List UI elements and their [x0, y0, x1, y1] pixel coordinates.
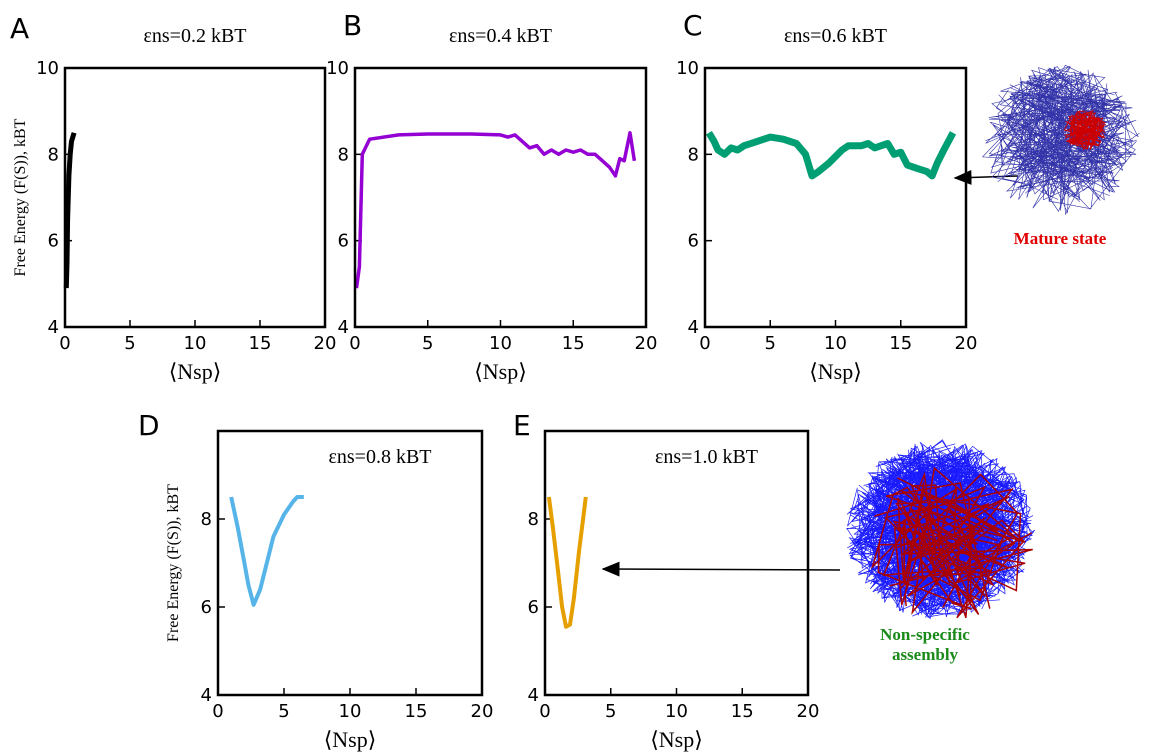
molecule-strand [981, 64, 1140, 216]
panel-label: E [513, 409, 531, 442]
x-axis-label: ⟨Nsp⟩ [650, 727, 703, 752]
molecule-strand [1063, 109, 1107, 151]
line [705, 130, 957, 180]
panel-label: B [343, 9, 362, 42]
x-tick-label: 0 [699, 333, 710, 354]
plot-frame [543, 429, 810, 697]
x-tick-label: 5 [278, 701, 289, 722]
y-tick-label: 6 [48, 231, 59, 252]
x-tick-label: 20 [471, 701, 494, 722]
x-tick-label: 10 [665, 701, 688, 722]
y-axis-label: Free Energy (F(S)), kBT [12, 118, 29, 276]
chart-title: εns=0.2 kBT [143, 25, 246, 47]
y-axis-label: Free Energy (F(S)), kBT [165, 484, 182, 642]
x-tick-label: 0 [212, 701, 223, 722]
y-tick-label: 8 [688, 144, 699, 165]
chart-title: εns=1.0 kBT [655, 446, 758, 468]
molecule-strand [870, 466, 1033, 619]
x-tick-label: 15 [249, 333, 272, 354]
y-tick-label: 8 [48, 144, 59, 165]
y-tick-label: 10 [676, 58, 699, 79]
chart-title: εns=0.8 kBT [328, 446, 431, 468]
y-tick-label: 4 [338, 317, 349, 338]
x-axis-label: ⟨Nsp⟩ [324, 727, 377, 752]
x-tick-label: 20 [314, 333, 337, 354]
x-axis-label: ⟨Nsp⟩ [809, 359, 862, 384]
plot-frame [216, 429, 484, 697]
y-tick-label: 8 [201, 509, 212, 530]
x-tick-label: 20 [797, 701, 820, 722]
x-tick-label: 15 [731, 701, 754, 722]
x-tick-label: 0 [349, 333, 360, 354]
x-tick-label: 10 [184, 333, 207, 354]
panel-label: D [138, 409, 160, 442]
y-tick-label: 8 [528, 509, 539, 530]
chart-title: εns=0.6 kBT [784, 25, 887, 47]
x-tick-label: 0 [539, 701, 550, 722]
line [63, 132, 77, 289]
x-tick-label: 10 [824, 333, 847, 354]
x-tick-label: 20 [955, 333, 978, 354]
x-tick-label: 15 [562, 333, 585, 354]
arrow [953, 169, 1019, 185]
plot-frame [353, 66, 648, 329]
x-tick-label: 10 [489, 333, 512, 354]
y-tick-label: 4 [201, 685, 212, 706]
chart-title: εns=0.4 kBT [449, 25, 552, 47]
x-tick-label: 5 [605, 701, 616, 722]
y-tick-label: 6 [528, 597, 539, 618]
arrow [601, 561, 841, 577]
x-tick-label: 10 [339, 701, 362, 722]
line [354, 131, 637, 289]
x-axis-label: ⟨Nsp⟩ [474, 359, 527, 384]
x-tick-label: 0 [59, 333, 70, 354]
plot-frame [703, 66, 968, 329]
line [229, 495, 304, 607]
x-tick-label: 5 [765, 333, 776, 354]
molecule-image [846, 439, 1035, 620]
annotation: Mature state [1013, 229, 1107, 248]
y-tick-label: 8 [338, 144, 349, 165]
y-tick-label: 4 [48, 317, 59, 338]
plot-frame [63, 66, 327, 329]
y-tick-label: 6 [688, 231, 699, 252]
x-tick-label: 20 [635, 333, 658, 354]
x-tick-label: 5 [422, 333, 433, 354]
molecule-image [981, 64, 1140, 216]
x-tick-label: 15 [405, 701, 428, 722]
annotation: Non-specific assembly [880, 625, 970, 664]
y-tick-label: 4 [528, 685, 539, 706]
y-tick-label: 10 [326, 58, 349, 79]
y-tick-label: 10 [36, 58, 59, 79]
x-tick-label: 5 [124, 333, 135, 354]
x-tick-label: 15 [889, 333, 912, 354]
panel-label: A [10, 12, 29, 45]
y-tick-label: 4 [688, 317, 699, 338]
panel-label: C [683, 9, 703, 42]
y-tick-label: 6 [338, 231, 349, 252]
x-axis-label: ⟨Nsp⟩ [169, 359, 222, 384]
line [546, 496, 588, 629]
y-tick-label: 6 [201, 597, 212, 618]
